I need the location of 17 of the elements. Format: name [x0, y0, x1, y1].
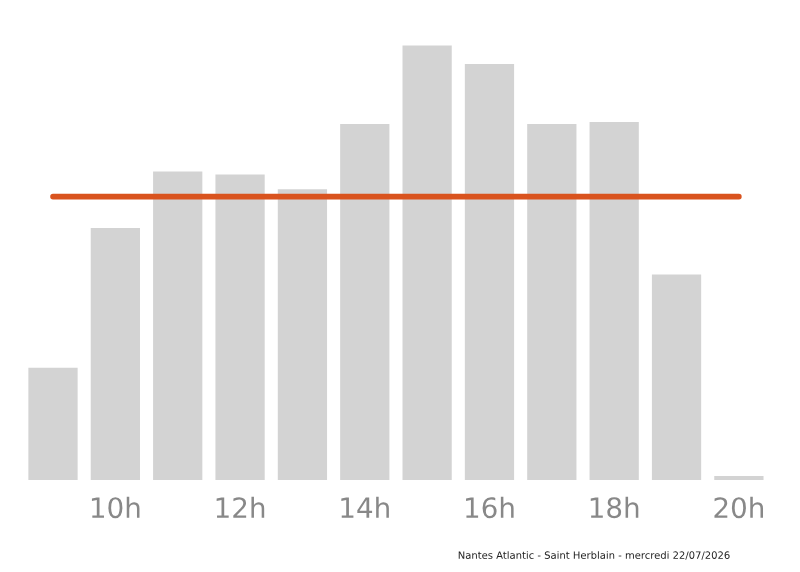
- x-tick-label: 12h: [216, 496, 265, 518]
- bar: [527, 124, 577, 480]
- x-tick-label: 10h: [91, 496, 140, 519]
- bar: [28, 367, 78, 480]
- bar: [215, 174, 265, 480]
- bar: [589, 121, 639, 480]
- bar: [153, 171, 203, 480]
- bar: [651, 274, 702, 480]
- x-tick-label: 16h: [466, 496, 514, 519]
- bar: [277, 189, 328, 480]
- x-tick-label: 14h: [341, 496, 389, 518]
- bar: [464, 64, 515, 480]
- x-tick-label: 20h: [714, 496, 764, 519]
- bar: [90, 227, 140, 480]
- bar: [340, 124, 390, 480]
- bar: [402, 45, 452, 480]
- x-tick-label: 18h: [590, 496, 639, 519]
